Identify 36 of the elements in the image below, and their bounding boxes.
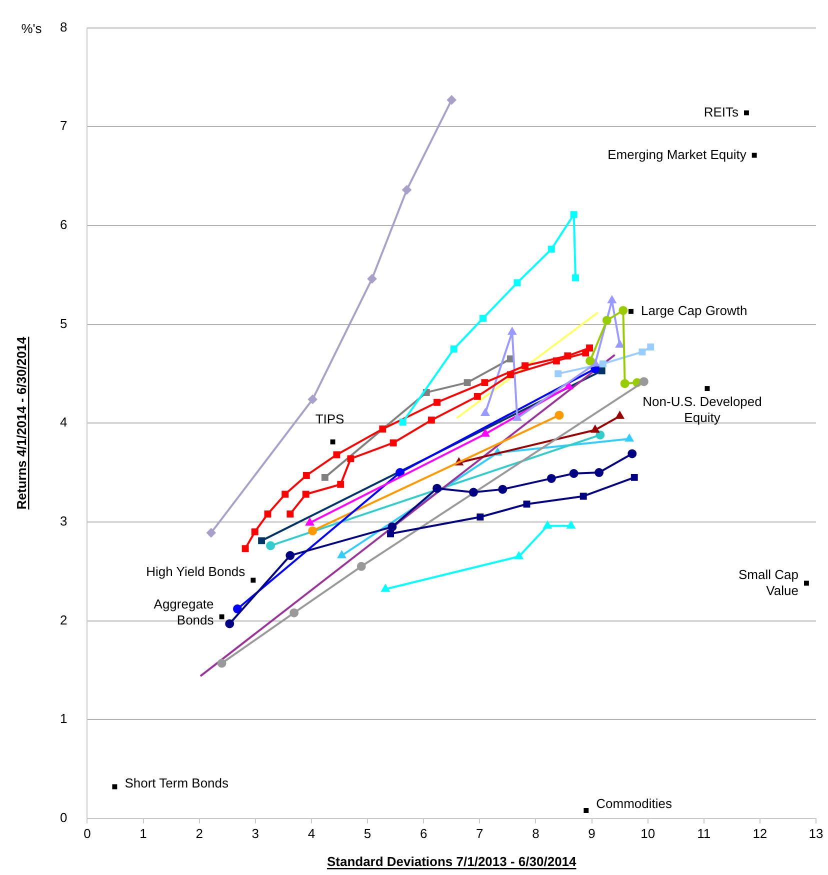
y-tick-label: 8 xyxy=(60,19,68,34)
x-axis-title: Standard Deviations 7/1/2013 - 6/30/2014 xyxy=(326,854,578,869)
x-tick-label: 3 xyxy=(252,826,260,841)
annotation: High Yield Bonds xyxy=(146,564,246,579)
annotation: Emerging Market Equity xyxy=(608,146,747,162)
y-axis-title: Returns 4/1/2014 - 6/30/2014 xyxy=(14,336,29,510)
x-tick-label: 12 xyxy=(752,826,768,841)
annotation: Non-U.S. Developed Equity xyxy=(642,394,762,426)
text: %'s xyxy=(21,20,42,36)
x-tick-label: 2 xyxy=(196,826,203,841)
annotation: Small Cap Value xyxy=(738,566,798,598)
y-tick-label: 1 xyxy=(60,711,68,726)
annotation: Commodities xyxy=(596,796,673,812)
x-tick-label: 4 xyxy=(308,826,316,841)
y-tick-label: 3 xyxy=(60,514,68,529)
x-tick-label: 13 xyxy=(808,826,824,841)
x-tick-label: 0 xyxy=(84,826,91,841)
x-tick-label: 9 xyxy=(588,826,596,841)
x-tick-label: 8 xyxy=(532,826,540,841)
y-tick-label: 2 xyxy=(60,612,68,628)
y-tick-label: 4 xyxy=(60,414,68,430)
x-tick-label: 11 xyxy=(697,826,711,841)
annotation: Large Cap Growth xyxy=(641,303,748,318)
x-tick-label: 7 xyxy=(476,826,484,841)
x-tick-label: 5 xyxy=(364,826,372,841)
x-tick-label: 1 xyxy=(140,826,147,841)
annotation: REITs xyxy=(704,104,739,120)
annotation: Aggregate Bonds xyxy=(154,596,214,628)
annotation: TIPS xyxy=(315,411,345,426)
annotation: Short Term Bonds xyxy=(124,775,230,790)
y-tick-label: 6 xyxy=(60,217,68,232)
y-tick-label: 5 xyxy=(60,316,68,331)
x-tick-label: 6 xyxy=(420,826,428,841)
y-tick-label: 0 xyxy=(60,810,68,825)
x-tick-label: 10 xyxy=(640,826,656,841)
y-tick-label: 7 xyxy=(60,118,68,134)
